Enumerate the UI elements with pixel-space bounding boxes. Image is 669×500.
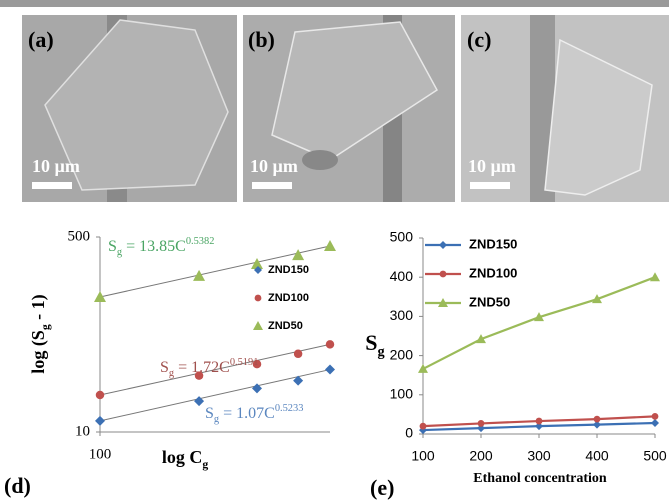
micrograph: (a) 10 µm — [22, 15, 237, 202]
legend-label: ZND150 — [268, 264, 309, 276]
legend-label: ZND100 — [469, 265, 517, 280]
y-tick-label: 100 — [390, 386, 414, 402]
marker — [253, 321, 263, 330]
marker — [292, 249, 304, 260]
panel-label: (c) — [467, 27, 491, 52]
x-tick-label: 200 — [469, 448, 493, 464]
scale-bar — [252, 182, 292, 189]
text-part: S — [160, 359, 169, 376]
marker — [439, 241, 447, 249]
figure: (a) 10 µm (b) 10 µm (c) 10 µm 10 500 100 lo… — [0, 0, 669, 500]
top-band — [0, 0, 669, 7]
x-tick-label: 400 — [585, 448, 609, 464]
marker — [594, 416, 601, 423]
panel-label: (b) — [248, 27, 275, 52]
legend-label: ZND50 — [469, 294, 510, 309]
scale-label: 10 µm — [32, 156, 80, 176]
marker — [326, 340, 335, 349]
x-axis-label: Ethanol concentration — [473, 471, 607, 486]
text-part: g — [202, 458, 208, 471]
y-axis-label: Sg — [365, 330, 385, 360]
text-part: log (S — [28, 330, 49, 374]
panel-label: (a) — [28, 27, 54, 52]
marker — [255, 295, 262, 302]
scale-label: 10 µm — [250, 156, 298, 176]
micrograph: (b) 10 µm — [243, 15, 455, 202]
text-part: Ethanol concentration — [473, 471, 607, 486]
text-part: S — [365, 330, 377, 355]
y-tick-label: 500 — [390, 229, 414, 245]
text-part: 0.5191 — [230, 357, 259, 368]
marker — [193, 270, 205, 281]
marker — [418, 364, 428, 373]
marker — [650, 272, 660, 281]
marker — [95, 416, 105, 426]
marker — [536, 418, 543, 425]
marker — [294, 350, 303, 359]
text-part: - 1) — [28, 294, 49, 324]
x-tick-label: 500 — [643, 448, 667, 464]
text-part: = 1.07C — [219, 405, 275, 422]
marker — [325, 365, 335, 375]
scale-bar — [32, 182, 72, 189]
legend-label: ZND150 — [469, 236, 517, 251]
y-tick-label: 500 — [68, 228, 91, 244]
text-part: S — [205, 405, 214, 422]
x-tick-label: 300 — [527, 448, 551, 464]
panel-label: (e) — [370, 475, 394, 500]
marker — [420, 423, 427, 430]
marker — [478, 420, 485, 427]
y-tick-label: 0 — [405, 425, 413, 441]
x-tick-label: 100 — [89, 446, 112, 462]
text-part: 0.5233 — [275, 403, 304, 414]
legend-label: ZND100 — [268, 292, 309, 304]
text-part: 0.5382 — [186, 236, 215, 247]
fit-equation: Sg = 1.72C0.5191 — [160, 357, 258, 379]
fit-equation: Sg = 1.07C0.5233 — [205, 403, 303, 425]
y-tick-label: 10 — [75, 423, 90, 439]
micrograph: (c) 10 µm — [461, 15, 669, 202]
text-part: = 1.72C — [174, 359, 230, 376]
y-tick-label: 400 — [390, 268, 414, 284]
y-tick-label: 300 — [390, 307, 414, 323]
marker — [651, 419, 659, 427]
scale-bar — [470, 182, 510, 189]
fit-equation: Sg = 13.85C0.5382 — [108, 236, 214, 258]
text-part: g — [378, 344, 386, 360]
y-axis-label: log (Sg - 1) — [28, 294, 52, 373]
x-tick-label: 100 — [411, 448, 435, 464]
legend-label: ZND50 — [268, 320, 303, 332]
panel-label: (d) — [4, 473, 31, 498]
marker — [652, 413, 659, 420]
text-part: log C — [162, 447, 203, 467]
marker — [440, 271, 447, 278]
text-part: = 13.85C — [122, 238, 186, 255]
marker — [96, 391, 105, 400]
series-line — [423, 277, 655, 369]
marker — [324, 240, 336, 251]
scale-label: 10 µm — [468, 156, 516, 176]
y-tick-label: 200 — [390, 346, 414, 362]
text-part: S — [108, 238, 117, 255]
x-axis-label: log Cg — [162, 447, 209, 471]
